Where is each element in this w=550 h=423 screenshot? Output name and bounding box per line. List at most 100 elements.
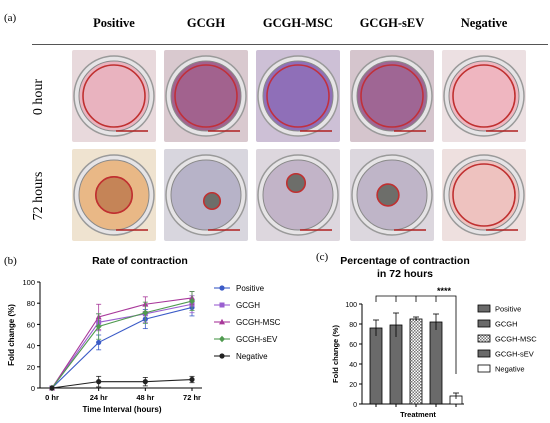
- column-header-positive: Positive: [93, 16, 135, 30]
- gel-outline: [452, 64, 516, 128]
- dish-well: [356, 60, 428, 132]
- column-header-gcgh: GCGH: [186, 16, 226, 30]
- legend-label: GCGH: [236, 301, 260, 310]
- dish-well: [262, 60, 334, 132]
- y-tick-label: 80: [27, 299, 35, 308]
- panel-b-letter: (b): [4, 255, 17, 267]
- petri-dish-photo: [442, 149, 526, 241]
- petri-dish-photo: [442, 50, 526, 142]
- dish-well: [448, 60, 520, 132]
- x-axis-label: Time Interval (hours): [83, 405, 162, 414]
- gel-outline: [82, 64, 146, 128]
- legend-marker: [219, 285, 225, 291]
- y-tick-label: 0: [353, 402, 357, 409]
- y-tick-label: 20: [349, 382, 357, 389]
- header-divider: [32, 44, 548, 45]
- y-axis-label: Fold change (%): [331, 325, 340, 383]
- y-axis-label: Fold change (%): [7, 304, 16, 366]
- y-tick-label: 100: [345, 302, 357, 309]
- petri-dish-photo: [256, 50, 340, 142]
- x-tick-label: 48 hr: [136, 393, 154, 402]
- column-header-gcgh-sev: GCGH-sEV: [359, 16, 425, 30]
- legend-marker: [219, 302, 225, 308]
- legend-label: Negative: [495, 365, 525, 374]
- contracted-gel: [285, 172, 307, 194]
- contracted-gel: [376, 183, 400, 207]
- line-chart: 0 20 40 60 80 100 0 hr 24 hr 48 hr 72 hr Time Inte…: [7, 278, 281, 414]
- x-tick-label: 24 hr: [90, 393, 108, 402]
- legend-marker: [219, 353, 225, 359]
- y-tick-label: 40: [349, 362, 357, 369]
- data-point: [96, 339, 102, 346]
- legend-label: Positive: [236, 284, 265, 293]
- y-tick-label: 0: [31, 384, 35, 393]
- legend-swatch: [477, 319, 491, 328]
- panel-c-letter: (c): [316, 251, 329, 263]
- legend-label: GCGH-MSC: [495, 335, 537, 344]
- dish-well: [448, 159, 520, 231]
- data-point: [96, 379, 102, 385]
- row-header-0: 0 hour: [31, 78, 46, 116]
- y-tick-label: 40: [27, 342, 35, 351]
- bar-chart-title-line1: Percentage of contraction: [340, 255, 470, 267]
- petri-dish-photo: [72, 149, 156, 241]
- x-tick-label: 0 hr: [45, 393, 59, 402]
- gel-outline: [174, 64, 238, 128]
- petri-dish-photo: [350, 149, 434, 241]
- data-point: [142, 379, 148, 385]
- legend-swatch: [477, 349, 491, 358]
- data-point: [189, 297, 195, 305]
- y-tick-label: 60: [349, 342, 357, 349]
- data-point: [142, 309, 149, 316]
- legend-label: Negative: [236, 352, 268, 361]
- bar-positive: [369, 327, 383, 405]
- gel-outline: [360, 64, 424, 128]
- series-line-negative: [51, 378, 193, 389]
- x-axis-label: Treatment: [400, 410, 436, 419]
- series-line-gcgh-msc: [51, 297, 193, 389]
- panel-a-letter: (a): [4, 12, 17, 24]
- dish-well: [262, 159, 334, 231]
- series-line-gcgh-sev: [51, 300, 193, 389]
- y-tick-label: 60: [27, 320, 35, 329]
- legend-swatch: [477, 334, 491, 343]
- bar-gcgh-msc: [409, 318, 423, 405]
- y-tick-label: 20: [27, 363, 35, 372]
- legend-label: GCGH-sEV: [495, 350, 534, 359]
- dish-well: [170, 60, 242, 132]
- bar-gcgh-sev: [429, 321, 443, 405]
- significance-label: ****: [437, 286, 452, 296]
- legend-marker: [219, 318, 225, 325]
- line-chart-title: Rate of contraction: [92, 255, 188, 267]
- gel-outline: [452, 163, 516, 227]
- bar-chart: 0 20 40 60 80 100 **** Treatment Fold change (%)…: [331, 286, 537, 419]
- bar-chart-title-line2: in 72 hours: [376, 268, 433, 280]
- legend-label: GCGH-MSC: [236, 318, 281, 327]
- y-tick-label: 80: [349, 322, 357, 329]
- data-point: [95, 323, 102, 330]
- petri-dish-photo: [256, 149, 340, 241]
- data-point: [189, 376, 195, 383]
- column-header-gcgh-msc: GCGH-MSC: [262, 16, 334, 30]
- petri-dish-photo: [164, 50, 248, 142]
- dish-well: [78, 60, 150, 132]
- contracted-gel: [202, 191, 222, 211]
- gel-outline: [266, 64, 330, 128]
- legend-label: GCGH-sEV: [236, 335, 278, 344]
- petri-dish-photo: [72, 50, 156, 142]
- legend-label: Positive: [495, 305, 521, 314]
- petri-dish-photo: [164, 149, 248, 241]
- data-point: [49, 385, 55, 391]
- petri-dish-photo: [350, 50, 434, 142]
- y-tick-label: 100: [22, 278, 35, 287]
- column-header-negative: Negative: [460, 16, 508, 30]
- x-tick-label: 72 hr: [183, 393, 201, 402]
- contracted-gel-fill: [95, 176, 133, 214]
- legend-label: GCGH: [495, 320, 518, 329]
- series-line-positive: [51, 306, 193, 389]
- legend-marker: [219, 335, 225, 343]
- legend-swatch: [477, 364, 491, 373]
- row-header-1: 72 hours: [31, 171, 46, 221]
- series-line-gcgh: [51, 303, 193, 389]
- legend-swatch: [477, 304, 491, 313]
